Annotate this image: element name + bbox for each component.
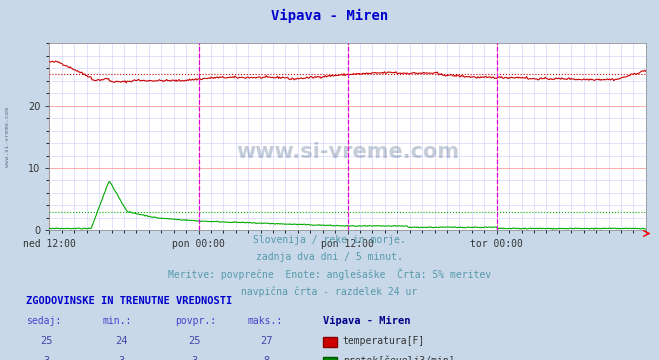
Text: Vipava - Miren: Vipava - Miren <box>323 316 411 326</box>
Text: temperatura[F]: temperatura[F] <box>343 336 425 346</box>
Text: min.:: min.: <box>102 316 132 326</box>
Text: 3: 3 <box>191 356 198 360</box>
Text: navpična črta - razdelek 24 ur: navpična črta - razdelek 24 ur <box>241 286 418 297</box>
Text: www.si-vreme.com: www.si-vreme.com <box>236 142 459 162</box>
Text: 24: 24 <box>116 336 128 346</box>
Text: ZGODOVINSKE IN TRENUTNE VREDNOSTI: ZGODOVINSKE IN TRENUTNE VREDNOSTI <box>26 296 233 306</box>
Text: Vipava - Miren: Vipava - Miren <box>271 9 388 23</box>
Text: sedaj:: sedaj: <box>26 316 61 326</box>
Text: maks.:: maks.: <box>247 316 282 326</box>
Text: www.si-vreme.com: www.si-vreme.com <box>5 107 11 167</box>
Text: 3: 3 <box>43 356 49 360</box>
Text: 25: 25 <box>188 336 200 346</box>
Text: zadnja dva dni / 5 minut.: zadnja dva dni / 5 minut. <box>256 252 403 262</box>
Text: 25: 25 <box>40 336 52 346</box>
Text: 8: 8 <box>264 356 270 360</box>
Text: Slovenija / reke in morje.: Slovenija / reke in morje. <box>253 235 406 245</box>
Text: 27: 27 <box>261 336 273 346</box>
Text: povpr.:: povpr.: <box>175 316 215 326</box>
Text: Meritve: povprečne  Enote: anglešaške  Črta: 5% meritev: Meritve: povprečne Enote: anglešaške Črt… <box>168 267 491 280</box>
Text: pretok[čevelj3/min]: pretok[čevelj3/min] <box>343 355 454 360</box>
Text: 3: 3 <box>119 356 125 360</box>
